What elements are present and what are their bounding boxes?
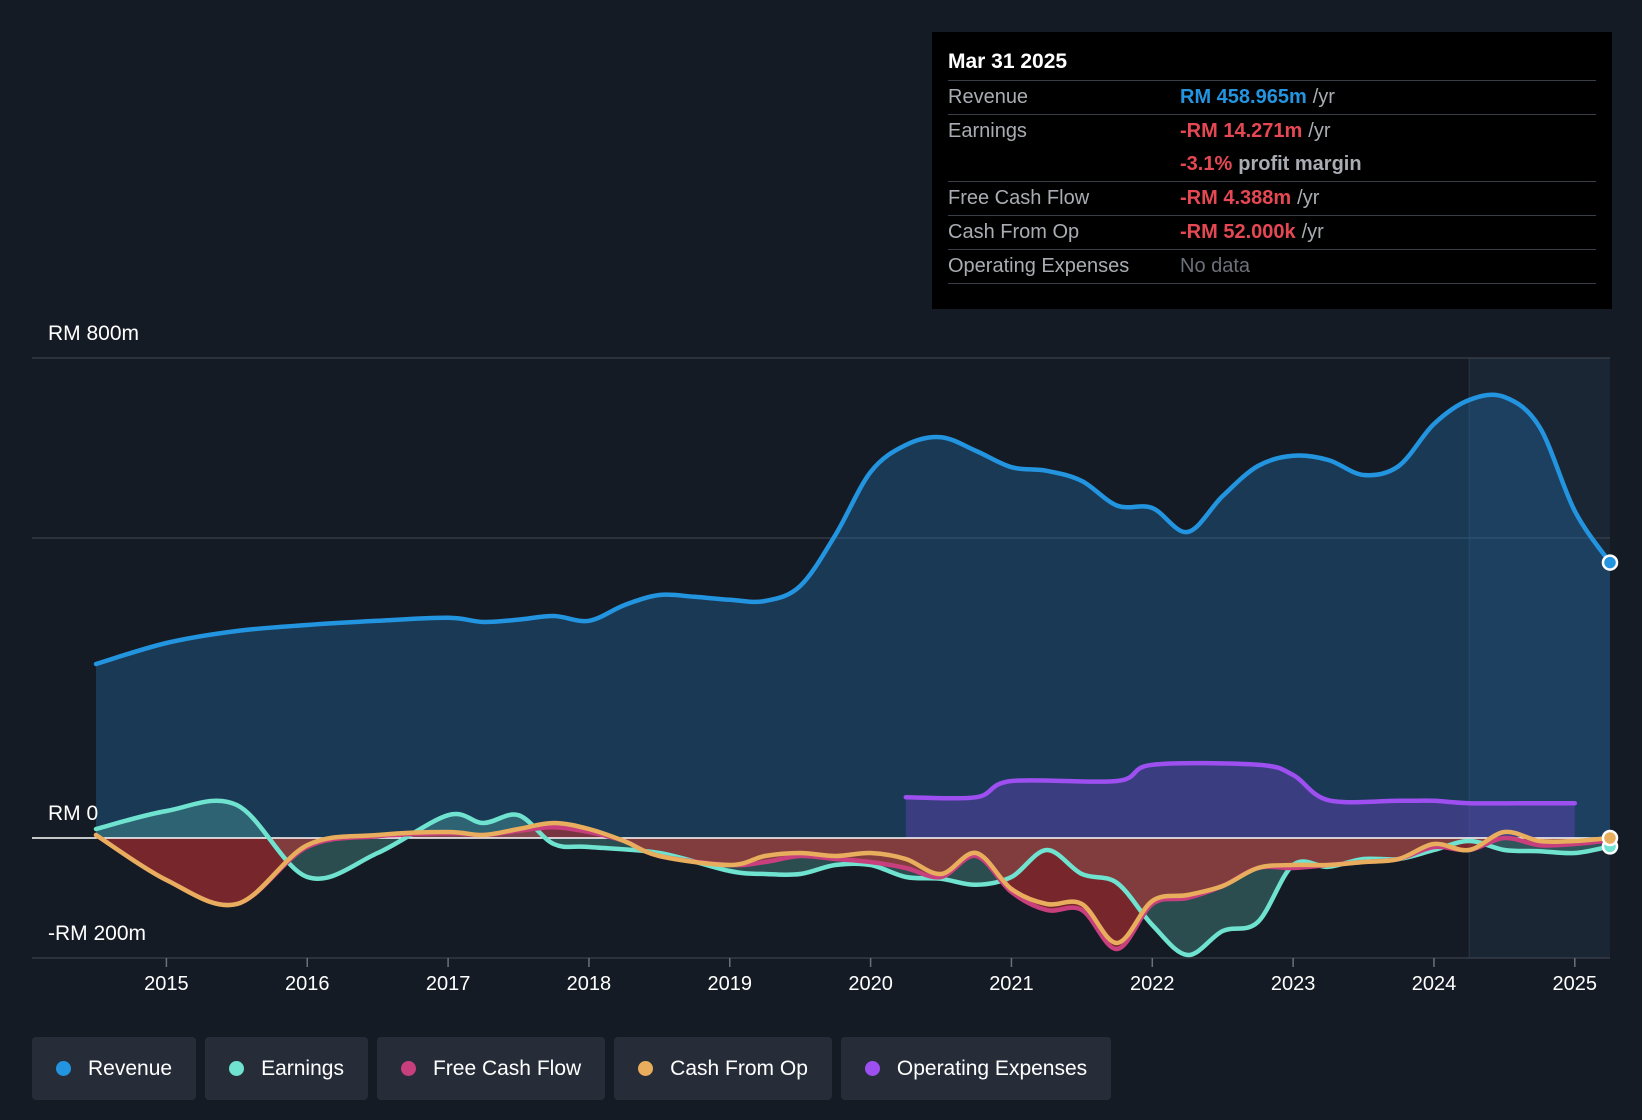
legend-item-operating-expenses[interactable]: Operating Expenses bbox=[840, 1037, 1112, 1100]
legend-label: Revenue bbox=[88, 1056, 173, 1080]
x-tick-label: 2016 bbox=[285, 973, 330, 995]
tooltip-row-earnings: Earnings -RM 14.271m /yr bbox=[948, 114, 1596, 148]
tooltip-label: Revenue bbox=[948, 86, 1029, 108]
x-tick-label: 2019 bbox=[708, 973, 753, 995]
y-axis-label-zero: RM 0 bbox=[48, 802, 98, 825]
x-tick-label: 2017 bbox=[426, 973, 471, 995]
legend-item-cash-from-op[interactable]: Cash From Op bbox=[614, 1037, 832, 1100]
tooltip-date: Mar 31 2025 bbox=[948, 50, 1068, 73]
tooltip-row-operating-expenses: Operating Expenses No data bbox=[948, 249, 1596, 283]
x-tick-label: 2025 bbox=[1553, 973, 1598, 995]
tooltip-label: Cash From Op bbox=[948, 221, 1080, 243]
data-tooltip: Mar 31 2025 Revenue RM 458.965m /yr Earn… bbox=[932, 32, 1612, 309]
revenue-line bbox=[93, 392, 1613, 667]
x-tick-label: 2024 bbox=[1412, 973, 1457, 995]
series-area-fills bbox=[96, 394, 1610, 956]
chart-legend: Revenue Earnings Free Cash Flow Cash Fro… bbox=[32, 1037, 1112, 1100]
tooltip-unit: /yr bbox=[1301, 221, 1324, 243]
tooltip-row-free-cash-flow: Free Cash Flow -RM 4.388m /yr bbox=[948, 181, 1596, 215]
tooltip-unit: /yr bbox=[1312, 86, 1335, 108]
x-tick-label: 2020 bbox=[848, 973, 893, 995]
tooltip-label: Operating Expenses bbox=[948, 255, 1130, 277]
tooltip-divider bbox=[948, 283, 1596, 284]
legend-item-earnings[interactable]: Earnings bbox=[205, 1037, 368, 1100]
tooltip-value: -RM 14.271m bbox=[1180, 120, 1303, 142]
forecast-highlight-band bbox=[1468, 358, 1610, 958]
free-cash-flow-area bbox=[96, 827, 1610, 950]
tooltip-row-revenue: Revenue RM 458.965m /yr bbox=[948, 80, 1596, 114]
legend-label: Free Cash Flow bbox=[432, 1056, 582, 1080]
legend-dot-icon bbox=[864, 1061, 880, 1076]
legend-dot-icon bbox=[56, 1061, 71, 1076]
revenue-area bbox=[96, 394, 1610, 838]
operating-expenses-line bbox=[903, 760, 1578, 806]
tooltip-value: RM 458.965m bbox=[1180, 86, 1307, 108]
legend-item-free-cash-flow[interactable]: Free Cash Flow bbox=[376, 1037, 606, 1100]
x-tick-label: 2023 bbox=[1271, 973, 1316, 995]
tooltip-value: -RM 52.000k bbox=[1180, 221, 1296, 243]
tooltip-row-cash-from-op: Cash From Op -RM 52.000k /yr bbox=[948, 215, 1596, 249]
revenue-end-marker bbox=[1601, 554, 1619, 571]
x-tick-label: 2022 bbox=[1130, 973, 1175, 995]
y-axis-label-top: RM 800m bbox=[48, 322, 139, 345]
cash-from-op-line bbox=[93, 820, 1613, 946]
legend-label: Operating Expenses bbox=[896, 1056, 1088, 1080]
series-lines bbox=[93, 392, 1613, 958]
legend-dot-icon bbox=[638, 1061, 654, 1076]
tooltip-unit: profit margin bbox=[1238, 153, 1362, 175]
tooltip-row-profit-margin: -3.1% profit margin bbox=[948, 148, 1596, 181]
legend-dot-icon bbox=[400, 1061, 416, 1076]
tooltip-label: Earnings bbox=[948, 120, 1027, 142]
x-tick-label: 2021 bbox=[989, 973, 1034, 995]
tooltip-value: No data bbox=[1180, 255, 1251, 277]
x-tick-label: 2015 bbox=[144, 973, 189, 995]
legend-label: Earnings bbox=[261, 1056, 344, 1080]
tooltip-value: -RM 4.388m bbox=[1180, 187, 1292, 209]
tooltip-unit: /yr bbox=[1297, 187, 1320, 209]
highlight-band bbox=[1469, 358, 1610, 958]
x-axis-ticks: 2015 2016 2017 2018 2019 2020 2021 2022 2023 2024… bbox=[144, 958, 1597, 995]
end-markers bbox=[1601, 554, 1619, 855]
legend-dot-icon bbox=[229, 1061, 245, 1076]
cash-from-op-end-marker bbox=[1601, 829, 1619, 847]
y-axis-label-bottom: -RM 200m bbox=[48, 922, 146, 945]
tooltip-label: Free Cash Flow bbox=[948, 187, 1090, 209]
x-tick-label: 2018 bbox=[567, 973, 612, 995]
tooltip-value: -3.1% bbox=[1180, 153, 1233, 175]
legend-label: Cash From Op bbox=[670, 1056, 808, 1080]
tooltip-unit: /yr bbox=[1308, 120, 1331, 142]
gridlines bbox=[32, 357, 1610, 959]
legend-item-revenue[interactable]: Revenue bbox=[32, 1037, 197, 1100]
